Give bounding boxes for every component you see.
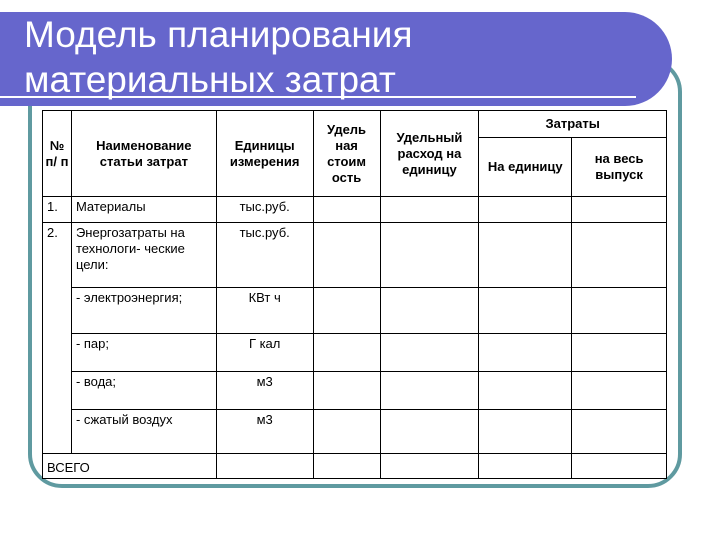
header-unit: Единицы измерения xyxy=(215,110,314,197)
table-row: - электроэнергия; КВт ч xyxy=(43,287,667,334)
row-name: Материалы xyxy=(70,196,217,223)
row-num: 1. xyxy=(42,196,72,223)
table-row: - вода; м3 xyxy=(43,371,667,410)
row-name: Энергозатраты на технологи- ческие цели: xyxy=(70,222,217,288)
table-row: 1. Материалы тыс.руб. xyxy=(42,196,667,223)
cost-table: № п/ п Наименование статьи затрат Единиц… xyxy=(42,110,667,479)
header-unit-cost: Удель ная стоим ость xyxy=(312,110,381,197)
row-unit: КВт ч xyxy=(215,287,314,334)
header-total-output: на весь выпуск xyxy=(571,137,667,197)
row-name: - электроэнергия; xyxy=(70,287,217,334)
row-name: - пар; xyxy=(70,333,217,372)
row-num: 2. xyxy=(42,222,72,454)
header-num: № п/ п xyxy=(42,110,72,197)
row-unit: тыс.руб. xyxy=(215,222,314,288)
row-unit: Г кал xyxy=(215,333,314,372)
header-costs: Затраты xyxy=(478,110,667,138)
total-row: ВСЕГО xyxy=(42,453,667,479)
table-row: 2. Энергозатраты на технологи- ческие це… xyxy=(42,222,667,454)
table-row: - сжатый воздух м3 xyxy=(43,409,667,454)
title-underline xyxy=(0,96,636,98)
row-name: - вода; xyxy=(70,371,217,410)
row-unit: м3 xyxy=(215,409,314,454)
header-unit-consumption: Удельный расход на единицу xyxy=(379,110,480,197)
header-per-unit: На единицу xyxy=(478,137,573,197)
total-label: ВСЕГО xyxy=(42,453,217,479)
header-name: Наименование статьи затрат xyxy=(70,110,217,197)
row-name: - сжатый воздух xyxy=(70,409,217,454)
table-row: - пар; Г кал xyxy=(43,333,667,372)
row-unit: тыс.руб. xyxy=(215,196,314,223)
slide-title: Модель планирования материальных затрат xyxy=(24,14,413,100)
title-band xyxy=(0,12,672,106)
row-unit: м3 xyxy=(215,371,314,410)
